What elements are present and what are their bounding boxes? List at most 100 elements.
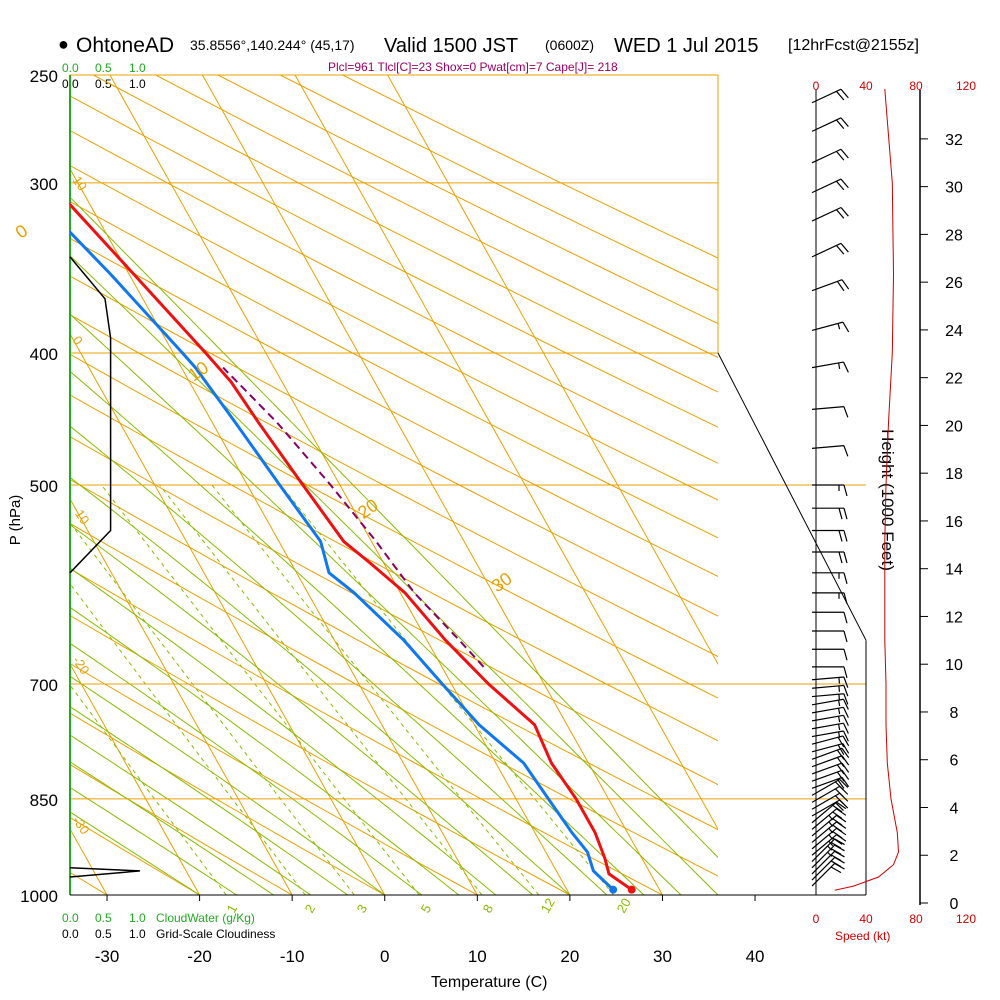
wind-barb-flag [836, 808, 847, 816]
wind-barb [811, 769, 850, 782]
cloudiness-tick-top-2: 1.0 [129, 77, 146, 91]
height-tick-label: 0 [950, 896, 959, 913]
wind-barb-flag [836, 757, 845, 768]
height-axis-title: Height (1000 Feet) [878, 429, 897, 571]
mixing-ratio-label: 2 [302, 902, 319, 916]
wind-barb [811, 801, 847, 824]
wind-barb-staff [811, 445, 844, 449]
cloudwater-label: CloudWater (g/Kg) [156, 911, 255, 925]
wind-barb [811, 88, 849, 104]
isotherm-line [70, 497, 293, 895]
height-tick-label: 4 [950, 800, 959, 817]
moist-adiabat-line [70, 425, 608, 895]
left-isotherm-label: 10 [70, 173, 91, 193]
wind-barb-staff [811, 747, 843, 760]
wind-barb-flag [843, 685, 849, 697]
height-tick-label: 20 [945, 418, 963, 435]
wind-barb-staff [811, 242, 842, 258]
cloudiness-label: Grid-Scale Cloudiness [156, 927, 275, 941]
wind-barb [811, 178, 849, 194]
pressure-label: 1000 [20, 887, 58, 906]
dry-adiabat-line [70, 95, 718, 428]
height-tick-label: 18 [945, 466, 963, 483]
wind-barb-flag [838, 551, 843, 564]
dry-adiabat-line [155, 75, 718, 358]
wind-barb-staff [811, 405, 844, 410]
cloudiness-profile [69, 256, 112, 574]
wind-barb-flag [832, 837, 843, 845]
wind-barb-flag [834, 795, 844, 805]
temperature-profile [70, 202, 633, 891]
wind-barb-staff [811, 279, 843, 292]
dewpoint-profile [70, 230, 615, 891]
station-name: OhtoneAD [76, 34, 174, 57]
dry-adiabat-line [70, 129, 718, 464]
wind-barb-flag [843, 630, 848, 643]
cloudwater-profile [69, 867, 141, 878]
wind-barb [812, 572, 848, 584]
wind-barb-flag [843, 551, 848, 564]
wind-barb-flag [840, 88, 849, 99]
wind-barb-staff [811, 742, 844, 753]
wind-barb-flag [838, 530, 843, 542]
height-tick-label: 30 [945, 180, 963, 197]
cloudiness-tick-bottom-1: 0.5 [95, 927, 112, 941]
wind-barb-staff [811, 778, 841, 796]
left-isotherm-label: -10 [70, 503, 93, 527]
wind-barb [811, 778, 849, 796]
wind-barb-staff [811, 722, 844, 730]
wind-barb-flag [839, 778, 849, 788]
wind-barb-flag [842, 361, 849, 373]
wind-speed-tick-bottom: 80 [909, 912, 923, 926]
wind-barb [811, 321, 850, 333]
wind-barb-flag [836, 150, 845, 161]
x-tick-label: 30 [653, 947, 672, 966]
wind-barb-staff [811, 206, 842, 222]
wind-barb [811, 762, 850, 775]
mixing-ratio-line [70, 521, 355, 895]
wind-barb-flag [840, 117, 849, 127]
wind-barb [811, 730, 849, 742]
y-axis-title: P (hPa) [7, 495, 24, 546]
wind-barb [811, 684, 849, 697]
wind-barb-flag [843, 530, 848, 542]
wind-barb-half-flag [828, 827, 834, 834]
height-tick-label: 2 [950, 848, 959, 865]
x-tick-label: -20 [187, 947, 212, 966]
dry-adiabat-line [0, 75, 15, 895]
isotherm-label: 0 [12, 220, 32, 242]
wind-barb [811, 706, 849, 718]
wind-barb-half-flag [837, 708, 841, 715]
wind-barb-half-flag [838, 685, 841, 692]
wind-barb [812, 611, 848, 624]
wind-barb-flag [836, 180, 845, 191]
dry-adiabat-line [70, 200, 718, 539]
cloudwater-tick-top-0: 0.0 [62, 61, 79, 75]
forecast-info: [12hrFcst@2155z] [788, 37, 919, 54]
wind-barb-flag [843, 612, 848, 624]
dry-adiabat-line [70, 522, 718, 877]
wind-barb-flag [841, 762, 850, 773]
wind-barb [811, 405, 849, 418]
dry-adiabat-line [70, 614, 571, 895]
cloudwater-tick-top-2: 1.0 [129, 61, 146, 75]
wind-speed-profile [834, 88, 900, 891]
wind-speed-tick-bottom: 40 [859, 912, 873, 926]
wind-barb-flag [836, 801, 847, 810]
wind-barb-flag [832, 831, 843, 839]
wind-barb-staff [811, 178, 842, 194]
wind-barb-flag [842, 722, 849, 734]
wind-barb-flag [830, 860, 842, 868]
wind-barb-staff [811, 735, 844, 745]
wind-barb-half-flag [828, 821, 834, 827]
pressure-label: 250 [30, 67, 58, 86]
height-tick-label: 22 [945, 371, 963, 388]
cloudwater-tick-bottom-0: 0.0 [62, 911, 79, 925]
height-tick-label: 8 [950, 705, 959, 722]
mixing-ratio-line [280, 484, 614, 895]
wind-barb [812, 592, 848, 605]
dry-adiabat-line [70, 662, 478, 895]
header-bullet: ● [58, 34, 69, 54]
wind-barb-staff [811, 808, 837, 830]
wind-barb-staff [811, 684, 844, 689]
